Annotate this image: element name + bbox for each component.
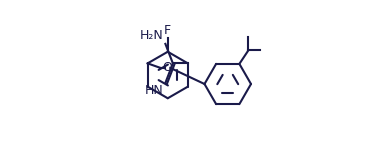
Text: HN: HN	[145, 84, 164, 97]
Text: H₂N: H₂N	[140, 29, 164, 42]
Text: F: F	[164, 24, 171, 37]
Text: O: O	[162, 61, 172, 74]
